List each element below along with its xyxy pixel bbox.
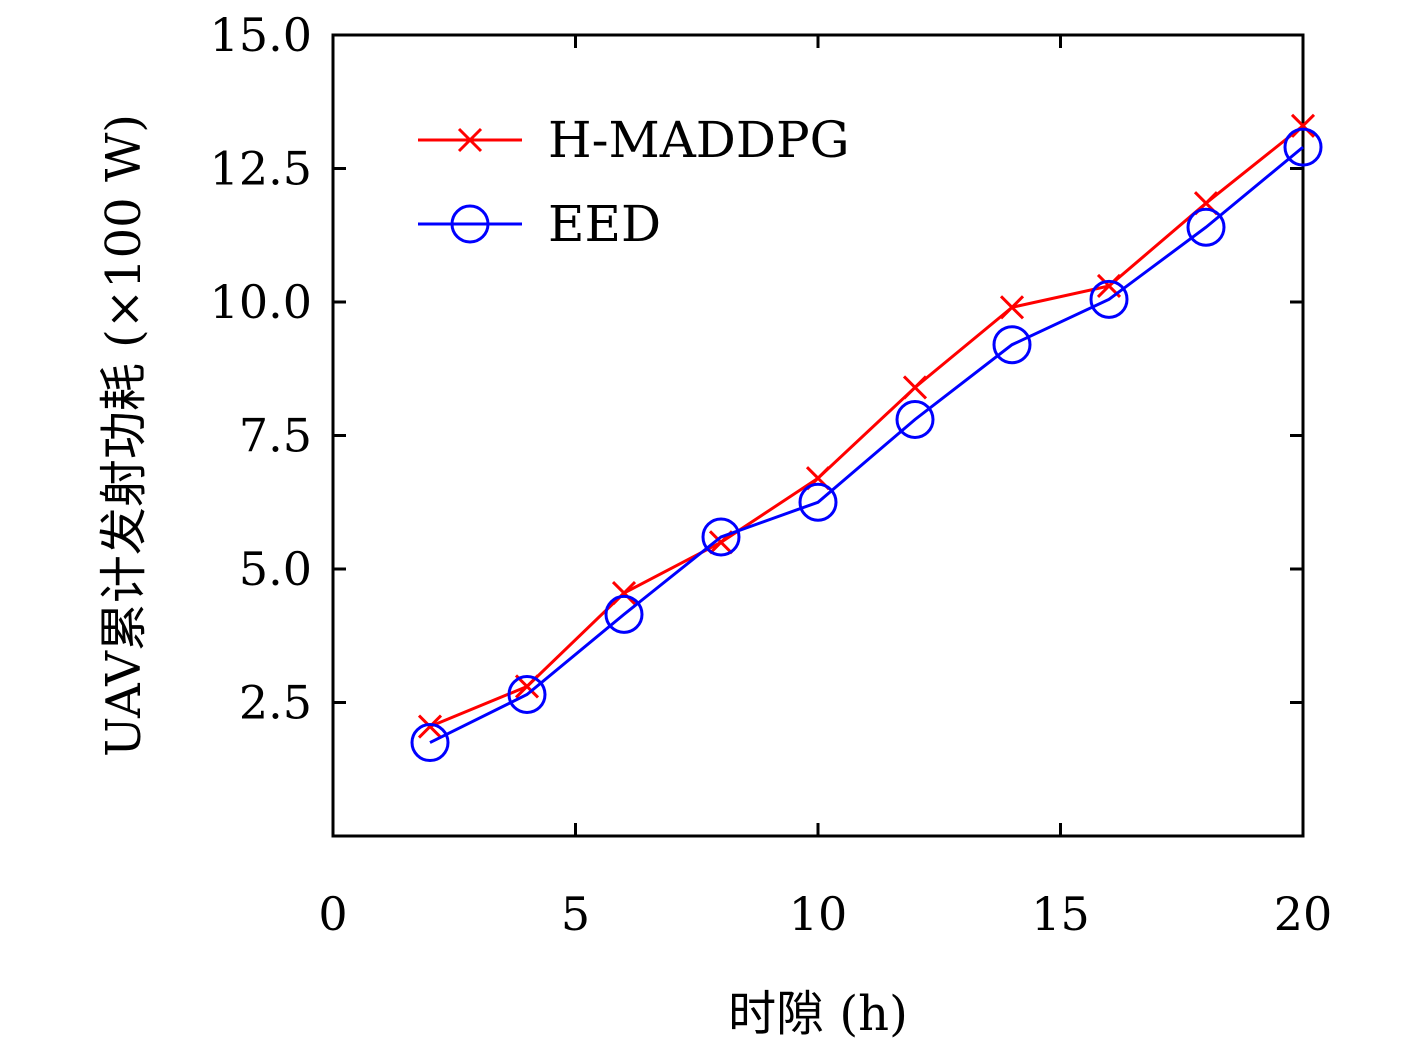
- data-point: [417, 714, 443, 739]
- data-point: [999, 295, 1025, 320]
- data-point: [410, 723, 450, 763]
- y-tick-label: 15.0: [210, 8, 312, 62]
- x-tick-label: 10: [789, 887, 848, 941]
- series-layer: [410, 113, 1323, 763]
- series-eed: [410, 127, 1323, 763]
- legend: H-MADDPG EED: [418, 111, 850, 253]
- y-axis: 2.5 5.0 7.5 10.0 12.5 15.0: [210, 8, 1303, 730]
- series-line: [429, 145, 1304, 744]
- data-point: [507, 674, 547, 714]
- legend-label: H-MADDPG: [548, 111, 850, 169]
- y-tick-label: 7.5: [239, 409, 312, 463]
- data-point: [1186, 207, 1226, 247]
- legend-label: EED: [548, 195, 661, 253]
- data-point: [992, 325, 1032, 365]
- y-tick-label: 5.0: [239, 542, 312, 596]
- data-point: [701, 517, 741, 557]
- legend-marker: [457, 127, 483, 153]
- data-point: [1089, 279, 1129, 319]
- x-tick-label: 15: [1031, 887, 1090, 941]
- x-tick-label: 5: [561, 887, 590, 941]
- x-tick-label: 20: [1274, 887, 1333, 941]
- data-point: [1283, 127, 1323, 167]
- legend-item: H-MADDPG: [418, 111, 850, 169]
- data-point: [611, 580, 637, 606]
- data-point: [1290, 113, 1316, 138]
- legend-item: EED: [418, 195, 661, 253]
- data-point: [895, 399, 935, 439]
- x-axis: 0 5 10 15 20: [318, 35, 1332, 941]
- data-point: [902, 375, 928, 400]
- series-h-maddpg: [417, 113, 1316, 739]
- data-point: [798, 482, 838, 522]
- data-point: [604, 594, 644, 634]
- series-line: [429, 124, 1304, 728]
- y-tick-label: 10.0: [210, 275, 312, 329]
- legend-marker: [450, 204, 490, 244]
- x-axis-label: 时隙 (h): [728, 986, 908, 1042]
- y-tick-label: 12.5: [210, 142, 312, 196]
- y-axis-label: UAV累计发射功耗 (×100 W): [96, 114, 152, 757]
- y-tick-label: 2.5: [239, 676, 312, 730]
- x-tick-label: 0: [318, 887, 347, 941]
